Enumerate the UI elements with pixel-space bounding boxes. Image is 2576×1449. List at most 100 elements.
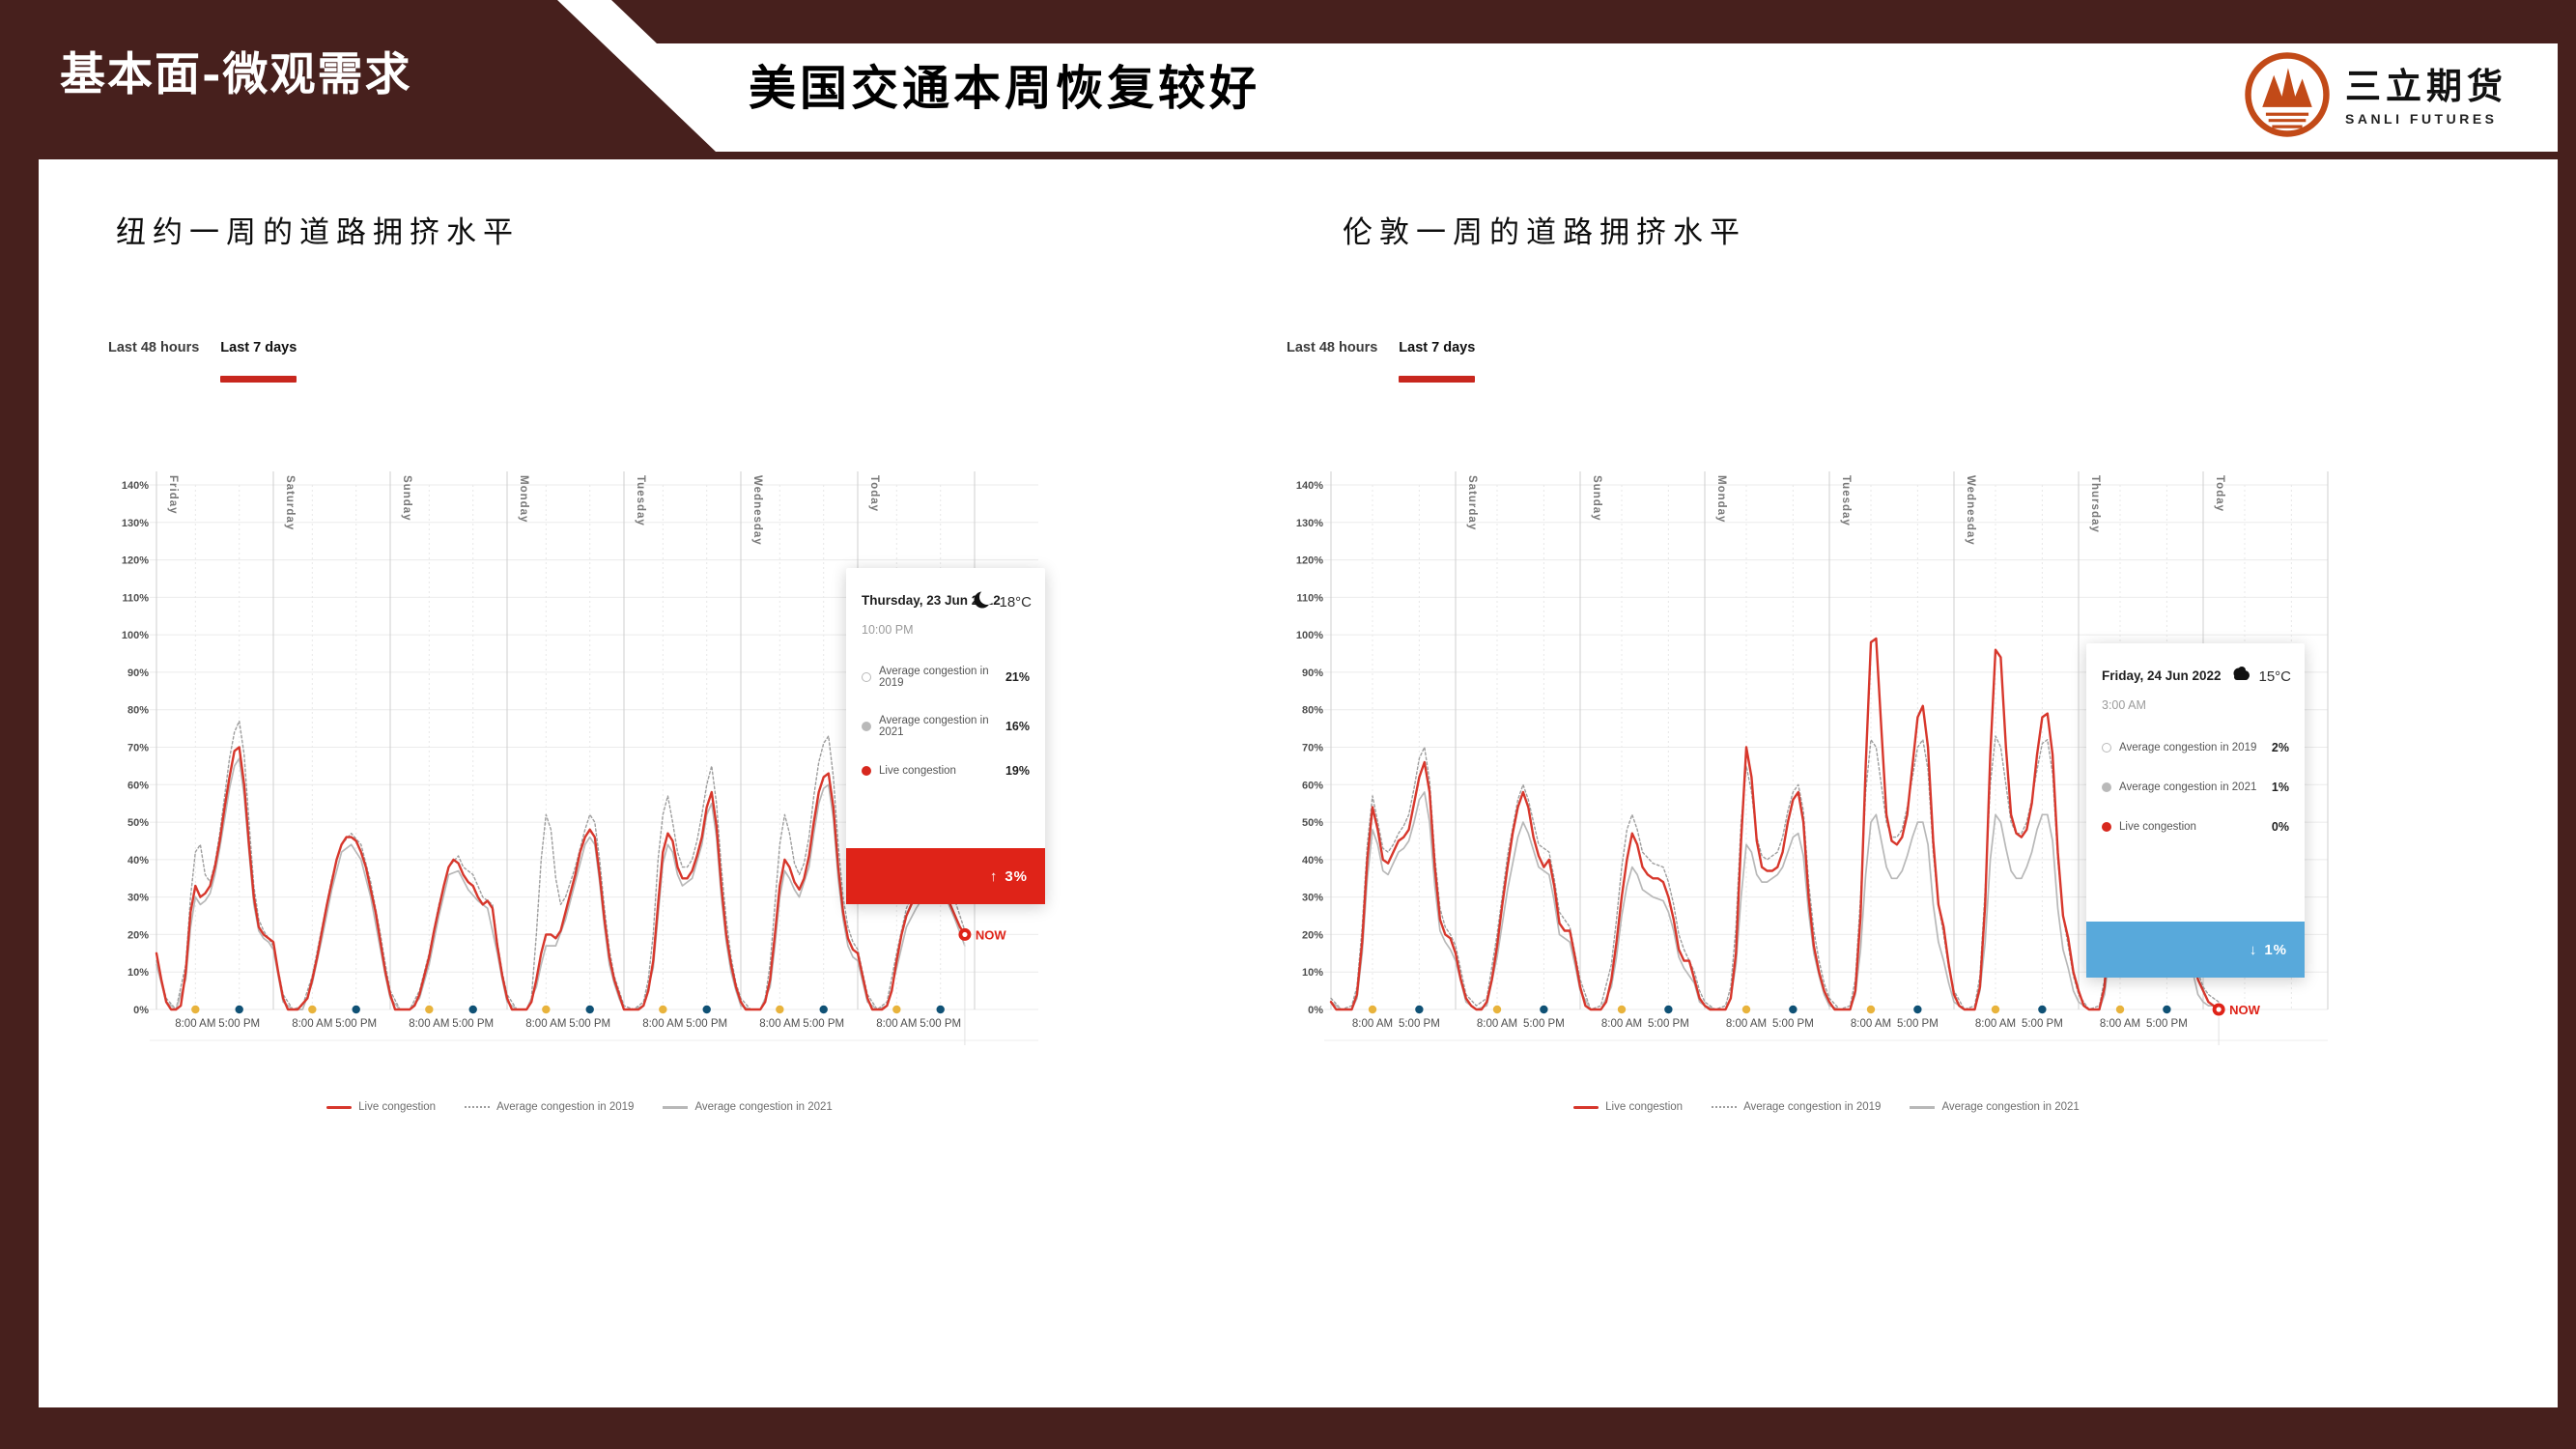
- x-axis-time-label: 8:00 AM: [1851, 1018, 1891, 1030]
- y-axis-tick-label: 140%: [122, 480, 149, 492]
- tooltip-temperature: 15°C: [2258, 668, 2291, 685]
- y-axis-tick-label: 50%: [127, 817, 149, 829]
- tooltip-row-2021: Average congestion in 2021 16%: [862, 715, 1030, 738]
- y-axis-tick-label: 20%: [127, 929, 149, 941]
- y-axis-tick-label: 40%: [127, 855, 149, 867]
- company-logo: 三立期货 SANLI FUTURES: [2243, 50, 2507, 144]
- day-label: Thursday: [2089, 475, 2101, 533]
- 8am-tick-dot: [425, 1005, 434, 1014]
- red-circle-marker: [862, 766, 871, 776]
- chart-panel-london: 伦敦一周的道路拥挤水平 Last 48 hours Last 7 days 0%…: [1271, 208, 2382, 1154]
- legend-item-live: Live congestion: [1573, 1101, 1683, 1113]
- 8am-tick-dot: [1741, 1005, 1751, 1014]
- red-circle-marker: [2102, 822, 2111, 832]
- arrow-up-icon: ↑: [989, 867, 999, 885]
- y-axis-tick-label: 70%: [1302, 743, 1323, 754]
- hollow-circle-marker: [2102, 743, 2111, 753]
- y-axis-tick-label: 120%: [1296, 555, 1323, 567]
- x-axis-time-label: 5:00 PM: [2022, 1018, 2063, 1030]
- x-axis-time-label: 5:00 PM: [1772, 1018, 1814, 1030]
- change-banner-up: ↑ 3%: [846, 848, 1045, 904]
- tooltip-row-live: Live congestion 19%: [862, 764, 1030, 778]
- avg-2021-line: [156, 757, 966, 1010]
- tooltip-london: Friday, 24 Jun 2022 15°C 3:00 AM Average…: [2086, 643, 2305, 978]
- x-axis-time-label: 5:00 PM: [452, 1018, 494, 1030]
- 8am-tick-dot: [1492, 1005, 1502, 1014]
- active-tab-underline: [1399, 376, 1476, 383]
- moon-icon: [973, 589, 996, 615]
- 5pm-tick-dot: [352, 1005, 360, 1014]
- x-axis-time-label: 8:00 AM: [1726, 1018, 1767, 1030]
- gray-circle-marker: [862, 722, 871, 731]
- y-axis-tick-label: 120%: [122, 555, 149, 567]
- legend-item-2021: Average congestion in 2021: [1910, 1101, 2080, 1113]
- x-axis-time-label: 8:00 AM: [292, 1018, 332, 1030]
- tab-last-7-days[interactable]: Last 7 days: [1399, 340, 1476, 383]
- day-label: Friday: [167, 475, 179, 515]
- tooltip-date: Thursday, 23 Jun 2022: [862, 593, 1001, 608]
- 5pm-tick-dot: [819, 1005, 828, 1014]
- gray-circle-marker: [2102, 782, 2111, 792]
- y-axis-tick-label: 70%: [127, 743, 149, 754]
- day-label: Sunday: [401, 475, 412, 522]
- legend-item-2019: Average congestion in 2019: [1712, 1101, 1881, 1113]
- day-label: Saturday: [1466, 475, 1478, 530]
- tooltip-time: 3:00 AM: [2102, 698, 2146, 712]
- 5pm-tick-dot: [1540, 1005, 1548, 1014]
- x-axis-time-label: 5:00 PM: [1897, 1018, 1939, 1030]
- arrow-down-icon: ↓: [2249, 941, 2258, 958]
- y-axis-tick-label: 90%: [127, 668, 149, 679]
- y-axis-tick-label: 0%: [133, 1005, 149, 1016]
- tab-last-7-days[interactable]: Last 7 days: [220, 340, 297, 383]
- y-axis-tick-label: 100%: [122, 630, 149, 641]
- y-axis-tick-label: 130%: [1296, 518, 1323, 529]
- y-axis-tick-label: 110%: [1296, 592, 1323, 604]
- change-banner-down: ↓ 1%: [2086, 922, 2305, 978]
- tooltip-row-live: Live congestion 0%: [2102, 820, 2289, 834]
- tooltip-temperature: 18°C: [999, 594, 1032, 611]
- panel-title: 纽约一周的道路拥挤水平: [116, 215, 520, 250]
- dotted-line-swatch: [1712, 1106, 1738, 1108]
- live-congestion-line: [155, 746, 967, 1011]
- tab-last-48-hours[interactable]: Last 48 hours: [108, 340, 200, 355]
- y-axis-tick-label: 60%: [1302, 780, 1323, 791]
- y-axis-tick-label: 20%: [1302, 929, 1323, 941]
- tooltip-row-2021: Average congestion in 2021 1%: [2102, 781, 2289, 794]
- active-tab-underline: [220, 376, 297, 383]
- 5pm-tick-dot: [702, 1005, 711, 1014]
- now-label: NOW: [2229, 1003, 2261, 1017]
- x-axis-time-label: 8:00 AM: [642, 1018, 683, 1030]
- x-axis-time-label: 5:00 PM: [1523, 1018, 1565, 1030]
- day-label: Tuesday: [1840, 475, 1852, 526]
- 8am-tick-dot: [308, 1005, 317, 1014]
- x-axis-time-label: 8:00 AM: [1352, 1018, 1393, 1030]
- x-axis-time-label: 5:00 PM: [1648, 1018, 1689, 1030]
- x-axis-time-label: 5:00 PM: [920, 1018, 961, 1030]
- legend-item-2019: Average congestion in 2019: [465, 1101, 634, 1113]
- day-label: Monday: [518, 475, 529, 523]
- tab-last-48-hours[interactable]: Last 48 hours: [1287, 340, 1378, 355]
- red-line-swatch: [1573, 1105, 1599, 1109]
- day-label: Monday: [1715, 475, 1727, 523]
- now-marker-center: [962, 931, 968, 938]
- y-axis-tick-label: 90%: [1302, 668, 1323, 679]
- y-axis-tick-label: 40%: [1302, 855, 1323, 867]
- y-axis-tick-label: 0%: [1308, 1005, 1323, 1016]
- red-line-swatch: [326, 1105, 353, 1109]
- x-axis-time-label: 5:00 PM: [686, 1018, 727, 1030]
- tooltip-weather: 18°C: [973, 589, 1032, 615]
- day-label: Saturday: [284, 475, 296, 530]
- 8am-tick-dot: [776, 1005, 784, 1014]
- day-label: Today: [2214, 475, 2225, 512]
- y-axis-tick-label: 30%: [127, 893, 149, 904]
- day-label: Wednesday: [1965, 475, 1976, 546]
- chart-legend: Live congestion Average congestion in 20…: [1271, 1101, 2382, 1113]
- 5pm-tick-dot: [1415, 1005, 1424, 1014]
- y-axis-tick-label: 140%: [1296, 480, 1323, 492]
- gray-line-swatch: [663, 1105, 689, 1109]
- x-axis-time-label: 8:00 AM: [2100, 1018, 2140, 1030]
- tooltip-date: Friday, 24 Jun 2022: [2102, 668, 2222, 683]
- panel-title: 伦敦一周的道路拥挤水平: [1343, 215, 1746, 250]
- y-axis-tick-label: 130%: [122, 518, 149, 529]
- x-axis-time-label: 8:00 AM: [1601, 1018, 1642, 1030]
